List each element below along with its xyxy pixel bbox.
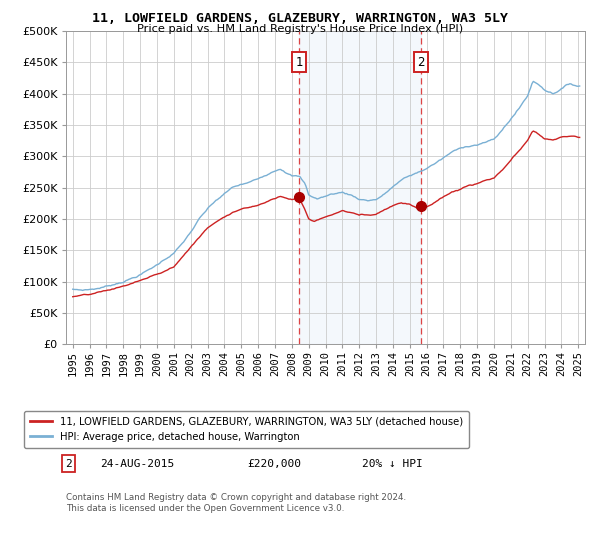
Text: 24-AUG-2015: 24-AUG-2015: [100, 459, 174, 469]
Text: 2: 2: [65, 459, 72, 469]
Text: 2: 2: [417, 55, 424, 69]
Text: £235,000: £235,000: [248, 435, 302, 445]
Bar: [299, 31, 421, 344]
Text: Price paid vs. HM Land Registry's House Price Index (HPI): Price paid vs. HM Land Registry's House …: [137, 24, 463, 34]
Text: 12% ↓ HPI: 12% ↓ HPI: [362, 435, 422, 445]
Text: 11, LOWFIELD GARDENS, GLAZEBURY, WARRINGTON, WA3 5LY: 11, LOWFIELD GARDENS, GLAZEBURY, WARRING…: [92, 12, 508, 25]
Text: Contains HM Land Registry data © Crown copyright and database right 2024.
This d: Contains HM Land Registry data © Crown c…: [66, 493, 406, 513]
Text: 20% ↓ HPI: 20% ↓ HPI: [362, 459, 422, 469]
Text: 13-JUN-2008: 13-JUN-2008: [100, 435, 174, 445]
Text: £220,000: £220,000: [248, 459, 302, 469]
Text: 1: 1: [296, 55, 303, 69]
Legend: 11, LOWFIELD GARDENS, GLAZEBURY, WARRINGTON, WA3 5LY (detached house), HPI: Aver: 11, LOWFIELD GARDENS, GLAZEBURY, WARRING…: [24, 410, 469, 447]
Text: 1: 1: [65, 435, 72, 445]
